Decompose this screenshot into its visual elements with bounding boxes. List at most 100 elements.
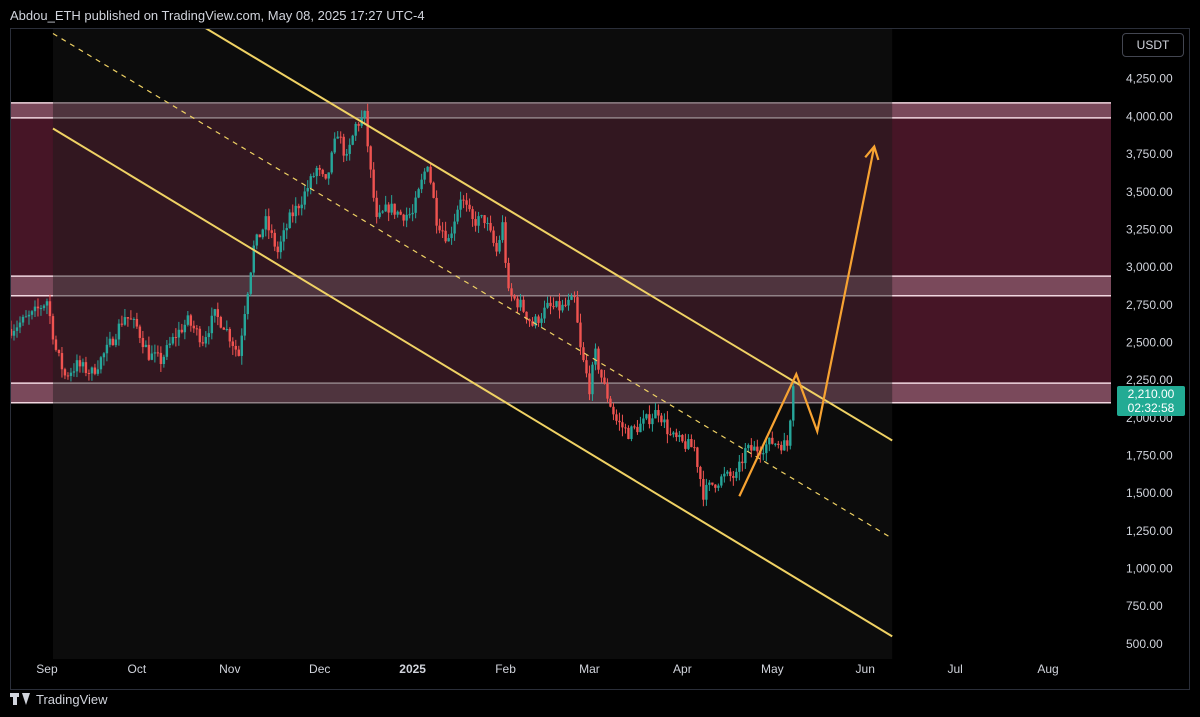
candle-body [546,302,549,308]
y-tick-label: 1,250.00 [1126,524,1173,538]
candle-body [60,353,64,370]
candle-body [291,212,294,217]
footer-brand[interactable]: TradingView [10,690,108,708]
candle-body [300,204,303,209]
candle-body [159,352,163,364]
candle-body [93,367,97,374]
candle-body [714,484,717,488]
candle-body [696,447,699,467]
candle-body [117,323,121,340]
candle-body [393,203,396,215]
candle-body [543,307,546,319]
candle-body [57,349,61,354]
candle-body [303,191,306,205]
candle-body [717,485,720,488]
candle-body [11,328,13,336]
candle-body [144,344,148,348]
candle-body [639,423,642,433]
candle-body [168,343,172,346]
candle-body [75,360,79,372]
candle-body [420,179,423,190]
candle-body [276,246,279,253]
candle-body [246,293,249,315]
candle-body [429,166,432,183]
candle-body [228,329,232,342]
candle-body [306,188,309,192]
y-tick-label: 2,500.00 [1126,335,1173,349]
candle-body [567,299,570,306]
candle-body [507,262,510,289]
x-tick-label: Feb [495,662,516,676]
candle-body [780,444,783,451]
candle-body [591,364,594,395]
candle-body [516,298,519,308]
candle-body [480,215,483,217]
candle-body [183,324,187,333]
candle-body [162,356,166,364]
candle-body [69,372,73,376]
candle-body [510,288,513,296]
publisher-line: Abdou_ETH published on TradingView.com, … [10,8,425,23]
candle-body [609,398,612,407]
candle-body [114,339,118,346]
tradingview-logo-icon [10,693,30,705]
candle-body [171,337,175,344]
candle-body [597,348,600,370]
currency-selector-button[interactable]: USDT [1122,33,1184,57]
candle-body [486,222,489,224]
candle-body [297,205,300,209]
candle-body [750,445,753,451]
candle-body [81,362,85,367]
candle-body [333,138,336,153]
candle-body [786,440,789,446]
candle-body [663,419,666,423]
candle-body [723,473,726,477]
candle-body [600,369,603,378]
candle-body [231,341,234,346]
candle-body [372,169,375,198]
candle-body [522,299,525,312]
candle-body [642,418,645,424]
candle-body [435,197,438,226]
candle-body [210,315,214,334]
candle-body [735,471,738,478]
candle-body [108,338,112,345]
candle-body [498,240,501,252]
last-price-value: 2,210.00 [1127,387,1175,401]
candle-body [273,232,276,247]
candle-body [444,230,447,242]
candle-body [474,219,477,226]
candle-body [18,322,22,328]
candle-body [180,329,184,333]
candle-body [594,348,597,365]
candle-body [270,230,273,233]
x-tick-label: Aug [1037,662,1058,676]
candle-body [345,153,348,156]
candle-body [432,182,435,198]
candle-body [753,446,756,451]
candle-body [324,174,327,179]
candle-body [615,414,618,421]
y-axis: 500.00 750.00 1,000.00 1,250.00 1,500.00 1,75… [1126,34,1173,651]
candle-body [465,200,468,205]
candle-body [318,167,321,170]
y-tick-label: 3,000.00 [1126,260,1173,274]
candle-body [720,476,723,486]
candle-body [294,205,297,217]
candle-body [66,375,70,377]
candle-body [783,440,786,451]
y-tick-label: 1,500.00 [1126,486,1173,500]
candle-body [447,238,450,242]
candle-body [768,437,771,445]
candle-body [105,344,109,354]
candle-body [459,199,462,210]
candle-body [582,347,585,361]
candle-body [756,446,759,452]
candle-body [414,197,417,213]
x-tick-label: Oct [128,662,147,676]
candle-body [636,426,639,433]
candle-body [342,136,345,156]
candle-body [411,212,414,215]
candle-body [705,484,708,500]
